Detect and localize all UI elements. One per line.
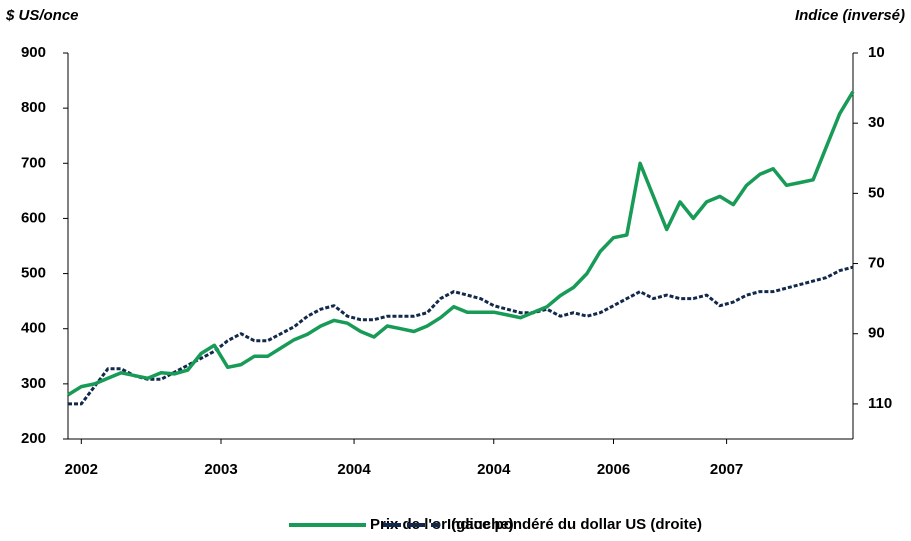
y2-tick-label: 30	[868, 114, 885, 131]
y2-tick-label: 70	[868, 255, 885, 272]
y-axis-title: $ US/once	[5, 7, 79, 24]
x-tick-label: 2004	[337, 461, 371, 478]
y2-axis-title: Indice (inversé)	[795, 7, 905, 24]
y-tick-label: 300	[21, 375, 46, 392]
series-line	[67, 90, 855, 397]
y2-tick-label: 90	[868, 325, 885, 342]
x-tick-label: 2007	[710, 461, 743, 478]
legend-label: Indice pondéré du dollar US (droite)	[447, 516, 702, 533]
x-tick-label: 2004	[477, 461, 511, 478]
y2-tick-label: 50	[868, 184, 885, 201]
x-tick-label: 2002	[65, 461, 98, 478]
legend-label: Prix de l'or (gauche)	[370, 516, 514, 533]
y-tick-label: 900	[21, 44, 46, 61]
y-tick-label: 800	[21, 99, 46, 116]
y-tick-label: 200	[21, 430, 46, 447]
y-tick-label: 400	[21, 320, 46, 337]
y2-tick-label: 10	[868, 44, 885, 61]
y-tick-label: 700	[21, 154, 46, 171]
series-line	[68, 265, 854, 406]
y-tick-label: 600	[21, 209, 46, 226]
x-tick-label: 2003	[204, 461, 237, 478]
y2-tick-label: 110	[868, 395, 892, 412]
y-tick-label: 500	[21, 265, 46, 282]
x-tick-label: 2006	[597, 461, 630, 478]
